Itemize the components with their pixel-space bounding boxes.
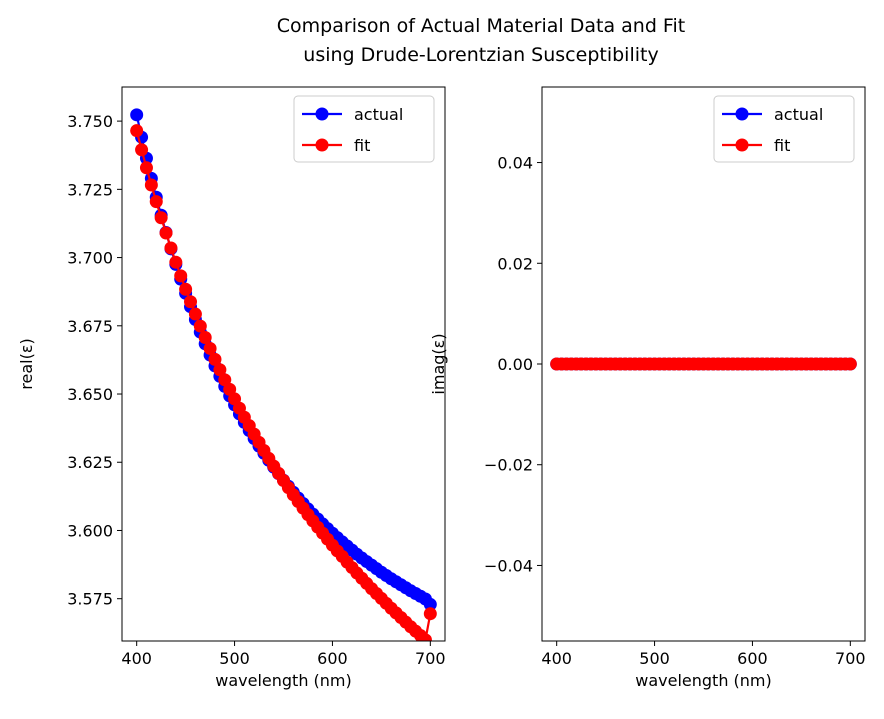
y-tick-label: −0.02 [484, 456, 533, 475]
data-point-fit [423, 607, 437, 621]
x-tick-label: 600 [317, 649, 348, 668]
legend: actual fit [713, 95, 855, 163]
data-point-fit [164, 241, 178, 255]
y-tick-label: 0.04 [497, 154, 533, 173]
y-tick-label: 3.625 [67, 453, 113, 472]
y-axis-label: real(ε) [17, 338, 36, 389]
data-point-fit [154, 211, 168, 225]
data-point-fit [223, 382, 237, 396]
series-line-actual [135, 114, 432, 606]
legend-label-actual: actual [354, 105, 403, 124]
x-tick-label: 400 [121, 649, 152, 668]
data-point-actual [130, 108, 144, 122]
x-axis-label: wavelength (nm) [635, 671, 772, 690]
y-axis-label: imag(ε) [429, 333, 448, 394]
data-point-fit [198, 331, 212, 345]
x-tick-label: 700 [415, 649, 446, 668]
data-point-fit [188, 307, 202, 321]
y-tick-label: −0.04 [484, 556, 533, 575]
series-fit [550, 357, 857, 371]
y-tick-label: 0.00 [497, 355, 533, 374]
data-point-fit [169, 255, 183, 269]
legend: actual fit [293, 95, 435, 163]
series-line-fit [135, 130, 432, 641]
data-point-actual [423, 597, 437, 611]
legend-label-fit: fit [774, 136, 790, 155]
legend-marker-fit [735, 138, 749, 152]
y-tick-label: 3.750 [67, 112, 113, 131]
data-point-fit [843, 357, 857, 371]
data-point-fit [149, 195, 163, 209]
x-tick-label: 600 [737, 649, 768, 668]
data-point-fit [208, 352, 222, 366]
data-point-fit [144, 178, 158, 192]
x-axis-label: wavelength (nm) [215, 671, 352, 690]
y-tick-label: 3.650 [67, 385, 113, 404]
figure-title-line1: Comparison of Actual Material Data and F… [277, 15, 685, 37]
x-tick-label: 500 [219, 649, 250, 668]
data-point-fit [159, 226, 173, 240]
x-tick-label: 500 [639, 649, 670, 668]
y-tick-label: 3.575 [67, 590, 113, 609]
y-tick-label: 0.02 [497, 254, 533, 273]
legend-marker-fit [315, 138, 329, 152]
x-tick-label: 700 [835, 649, 866, 668]
data-point-fit [174, 269, 188, 283]
y-tick-label: 3.675 [67, 317, 113, 336]
series-actual [130, 108, 437, 611]
data-point-fit [184, 295, 198, 309]
y-tick-label: 3.725 [67, 180, 113, 199]
data-point-fit [193, 319, 207, 333]
data-point-fit [179, 282, 193, 296]
series-fit [130, 124, 437, 641]
data-point-fit [130, 124, 144, 138]
legend-label-fit: fit [354, 136, 370, 155]
imag-part-panel: 400 500 600 700 −0.04 −0.02 0.00 0.02 0.04 wavele… [429, 86, 866, 690]
legend-marker-actual [315, 107, 329, 121]
y-tick-label: 3.700 [67, 249, 113, 268]
real-part-panel: 400 500 600 700 3.575 3.600 3.625 3.650 3.675 3.7… [17, 86, 446, 690]
data-point-fit [139, 161, 153, 175]
data-point-fit [418, 633, 432, 641]
plot-frame [121, 86, 446, 642]
plot-frame [541, 86, 866, 642]
data-point-fit [213, 363, 227, 377]
y-tick-label: 3.600 [67, 521, 113, 540]
figure-title-line2: using Drude-Lorentzian Susceptibility [303, 44, 658, 66]
data-point-fit [203, 341, 217, 355]
data-point-fit [135, 143, 149, 157]
legend-marker-actual [735, 107, 749, 121]
legend-label-actual: actual [774, 105, 823, 124]
x-tick-label: 400 [541, 649, 572, 668]
data-point-fit [218, 373, 232, 387]
